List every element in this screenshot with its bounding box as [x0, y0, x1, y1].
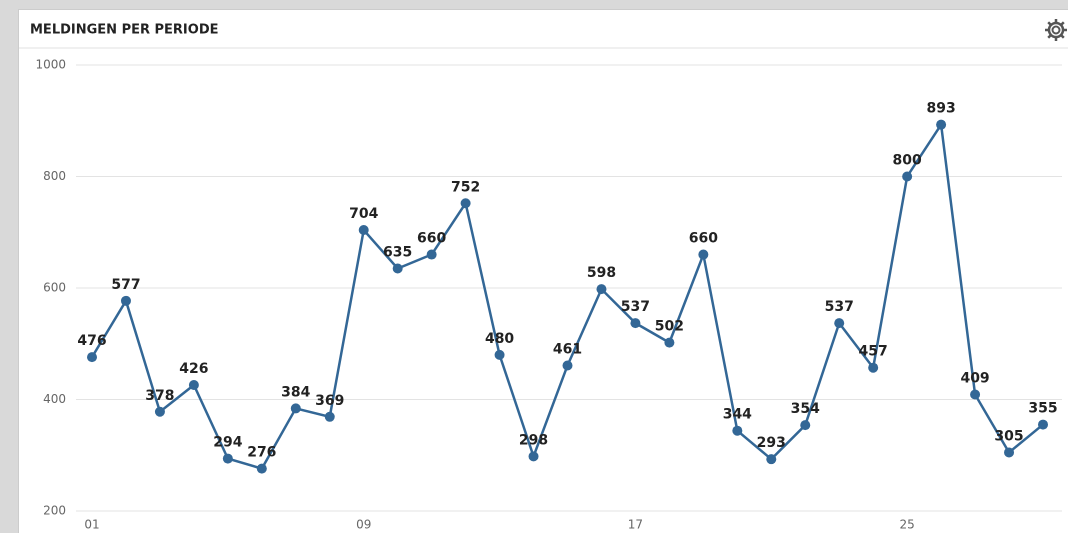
data-point	[494, 349, 505, 360]
data-label: 660	[417, 231, 446, 247]
data-point	[630, 318, 641, 329]
data-point	[664, 337, 675, 348]
data-point	[188, 380, 199, 391]
data-label: 502	[655, 319, 684, 335]
settings-gear[interactable]	[1045, 19, 1067, 41]
data-point	[1004, 447, 1015, 458]
data-point	[732, 425, 743, 436]
data-point	[902, 171, 913, 182]
data-point	[392, 263, 403, 274]
data-label: 476	[77, 333, 106, 349]
data-label: 704	[349, 206, 378, 222]
y-tick-label: 400	[43, 392, 66, 406]
data-point	[698, 249, 709, 260]
data-point	[766, 454, 777, 465]
chart-title: MELDINGEN PER PERIODE	[30, 23, 219, 38]
data-label: 384	[281, 384, 310, 400]
data-label: 369	[315, 393, 344, 409]
data-label: 355	[1028, 401, 1057, 417]
data-point	[596, 284, 607, 295]
data-label: 537	[621, 299, 650, 315]
data-point	[1038, 419, 1048, 430]
x-tick-label: 09	[356, 518, 371, 532]
data-label: 461	[553, 341, 582, 357]
data-label: 305	[994, 428, 1023, 444]
data-label: 660	[689, 231, 718, 247]
data-label: 426	[179, 361, 208, 377]
x-tick-label: 01	[84, 518, 99, 532]
data-point	[528, 451, 539, 462]
data-label: 537	[825, 299, 854, 315]
data-point	[936, 119, 947, 130]
data-label: 409	[960, 370, 989, 386]
data-label: 294	[213, 435, 242, 451]
data-point	[154, 406, 165, 417]
data-point	[970, 389, 981, 400]
x-tick-label: 25	[900, 518, 915, 532]
x-tick-label: 17	[628, 518, 643, 532]
data-label: 752	[451, 179, 480, 195]
data-point	[256, 463, 267, 474]
y-tick-label: 800	[43, 169, 66, 183]
data-label: 293	[757, 435, 786, 451]
data-point	[222, 453, 233, 464]
data-label: 354	[791, 401, 820, 417]
data-point	[800, 420, 811, 431]
data-point	[87, 352, 97, 363]
data-point	[562, 360, 573, 371]
data-label: 344	[723, 407, 752, 423]
data-label: 276	[247, 445, 276, 461]
data-label: 298	[519, 432, 548, 448]
data-label: 480	[485, 331, 514, 347]
data-point	[460, 198, 471, 209]
data-point	[120, 295, 131, 306]
y-tick-label: 600	[43, 281, 66, 295]
data-point	[868, 362, 879, 373]
data-label: 635	[383, 244, 412, 260]
data-point	[324, 411, 335, 422]
widget-panel	[18, 9, 1068, 533]
data-label: 598	[587, 265, 616, 281]
data-label: 893	[926, 101, 955, 117]
data-label: 577	[111, 277, 140, 293]
data-point	[358, 225, 369, 236]
data-label: 378	[145, 388, 174, 404]
data-point	[426, 249, 437, 260]
data-point	[290, 403, 301, 414]
data-label: 800	[893, 153, 922, 169]
y-tick-label: 1000	[35, 58, 66, 72]
data-label: 457	[859, 344, 888, 360]
data-point	[834, 318, 845, 329]
y-tick-label: 200	[43, 504, 66, 518]
